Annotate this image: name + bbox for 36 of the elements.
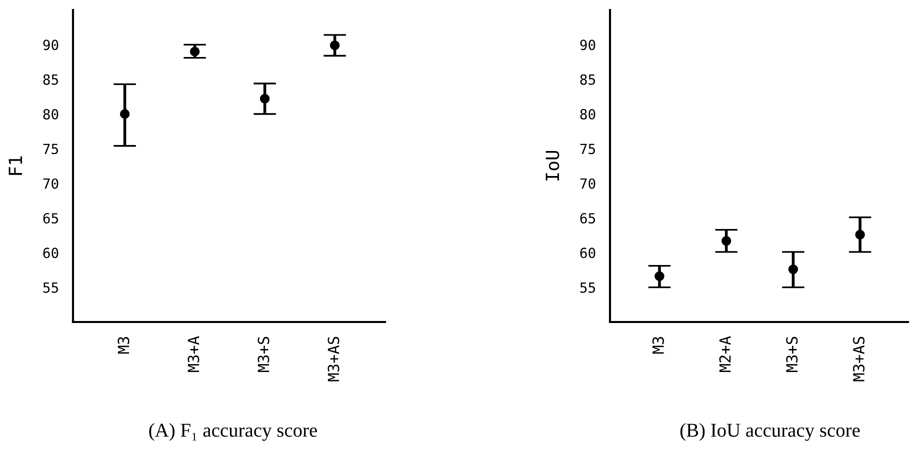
point [330, 40, 340, 50]
x-tick-label: M3+A [188, 336, 200, 372]
point [260, 94, 270, 104]
x-tick-label: M3 [652, 337, 664, 354]
x-tick-label: M3+S [786, 336, 798, 372]
x-tick-label: M2+A [719, 336, 731, 372]
y-tick-label: 55 [43, 282, 58, 293]
y-tick-label: 85 [43, 74, 58, 85]
y-tick-label: 60 [43, 248, 58, 258]
y-tick-label: 80 [43, 109, 58, 120]
y-tick-label: 70 [580, 178, 596, 189]
point [190, 46, 200, 56]
y-tick-label: 75 [580, 144, 595, 154]
x-tick-label: M3+AS [852, 336, 865, 382]
y-tick-label: 90 [580, 40, 596, 50]
y-tick-label: 60 [580, 248, 596, 258]
point [855, 230, 865, 240]
point [721, 236, 732, 246]
y-tick-label: 90 [43, 40, 58, 50]
y-tick-label: 65 [43, 213, 58, 224]
x-tick-label: M3+AS [328, 336, 340, 382]
point [120, 109, 130, 119]
y-tick-label: 85 [580, 74, 595, 85]
y-tick-label: 65 [580, 213, 595, 224]
text: (B) IoU accuracy score [680, 423, 860, 441]
text: (A) F₁ accuracy score [149, 423, 317, 441]
y-tick-label: 55 [580, 282, 595, 293]
y-tick-label: 70 [43, 178, 58, 189]
y-tick-label: 80 [580, 109, 596, 120]
x-tick-label: M3 [118, 337, 130, 354]
y-tick-label: 75 [43, 144, 58, 154]
y-axis-title: IoU [546, 151, 560, 181]
point [654, 271, 664, 282]
point [788, 264, 798, 274]
y-axis-title: F1 [8, 156, 22, 175]
x-tick-label: M3+S [258, 336, 270, 372]
